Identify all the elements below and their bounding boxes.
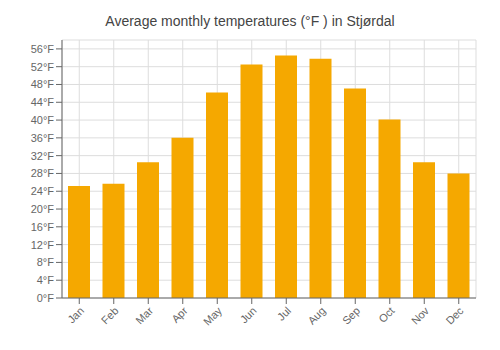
svg-text:12°F: 12°F [31, 239, 55, 251]
html-text:Average monthly temperatures (: Average monthly temperatures (°F ) in St… [105, 13, 395, 29]
svg-text:Jul: Jul [275, 304, 293, 322]
svg-text:24°F: 24°F [31, 185, 55, 197]
svg-text:32°F: 32°F [31, 150, 55, 162]
svg-text:44°F: 44°F [31, 96, 55, 108]
svg-text:52°F: 52°F [31, 61, 55, 73]
svg-text:36°F: 36°F [31, 132, 55, 144]
svg-text:48°F: 48°F [31, 78, 55, 90]
svg-text:Jan: Jan [65, 304, 86, 325]
svg-text:May: May [201, 304, 225, 328]
svg-text:Mar: Mar [133, 304, 155, 326]
svg-text:Dec: Dec [443, 304, 466, 327]
svg-text:Apr: Apr [169, 304, 190, 325]
svg-text:Sep: Sep [340, 304, 362, 326]
svg-text:16°F: 16°F [31, 221, 55, 233]
svg-text:Jun: Jun [238, 304, 259, 325]
svg-text:4°F: 4°F [37, 274, 55, 286]
svg-text:Aug: Aug [305, 304, 327, 326]
svg-text:Feb: Feb [99, 304, 121, 326]
svg-text:20°F: 20°F [31, 203, 55, 215]
svg-text:56°F: 56°F [31, 43, 55, 55]
svg-text:28°F: 28°F [31, 167, 55, 179]
svg-text:Oct: Oct [376, 304, 397, 325]
svg-text:Nov: Nov [409, 304, 432, 327]
svg-text:40°F: 40°F [31, 114, 55, 126]
svg-text:8°F: 8°F [37, 256, 55, 268]
svg-text:0°F: 0°F [37, 292, 55, 304]
